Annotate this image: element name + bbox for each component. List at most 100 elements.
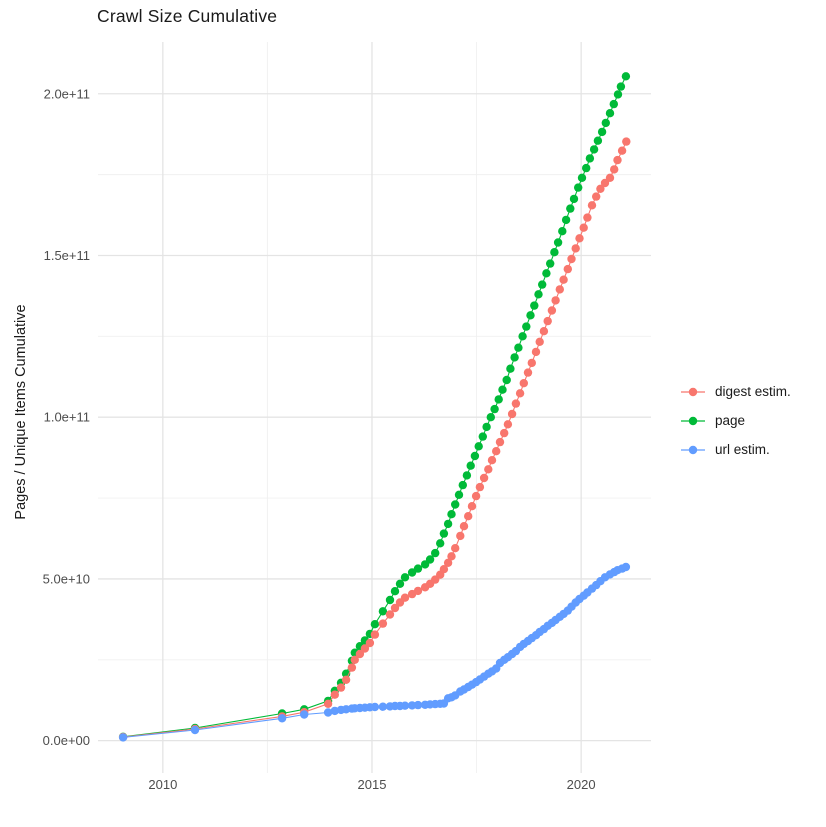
data-point-page: [534, 290, 543, 299]
data-point-digest-estim-: [492, 447, 501, 456]
data-point-digest-estim-: [587, 201, 597, 210]
x-tick-label: 2015: [358, 777, 387, 792]
data-point-page: [447, 510, 456, 519]
data-point-digest-estim-: [456, 531, 465, 541]
data-point-digest-estim-: [515, 389, 525, 398]
data-point-digest-estim-: [464, 512, 473, 521]
data-point-digest-estim-: [347, 663, 357, 672]
data-point-digest-estim-: [479, 473, 489, 483]
data-point-page: [478, 432, 487, 441]
data-point-page: [494, 395, 503, 404]
data-point-digest-estim-: [605, 173, 615, 182]
data-point-page: [474, 442, 483, 451]
y-axis-title: Pages / Unique Items Cumulative: [13, 304, 29, 520]
data-point-digest-estim-: [350, 655, 359, 664]
data-point-digest-estim-: [500, 428, 509, 438]
data-point-url-estim-: [413, 700, 423, 710]
data-point-page: [550, 248, 559, 257]
data-point-page: [498, 385, 507, 394]
data-point-url-estim-: [323, 708, 333, 717]
data-point-page: [385, 595, 395, 605]
data-point-url-estim-: [378, 702, 388, 711]
data-point-page: [462, 471, 472, 480]
data-point-digest-estim-: [439, 565, 449, 574]
data-point-page: [395, 579, 405, 588]
data-point-page: [454, 490, 464, 499]
data-point-page: [458, 480, 467, 490]
data-point-digest-estim-: [341, 675, 351, 684]
data-point-page: [558, 227, 567, 236]
data-point-digest-estim-: [543, 316, 552, 326]
data-point-page: [585, 154, 595, 163]
data-point-page: [574, 183, 583, 192]
legend-label-url-estim: url estim.: [715, 442, 770, 457]
y-tick-label: 2.0e+11: [44, 86, 90, 101]
data-point-page: [616, 82, 626, 91]
data-point-page: [486, 413, 495, 422]
data-point-digest-estim-: [400, 593, 410, 602]
data-point-page: [597, 127, 607, 137]
data-point-digest-estim-: [617, 146, 627, 155]
data-point-page: [390, 587, 400, 596]
legend-item-digest-estim: digest estim.: [680, 377, 791, 406]
data-point-digest-estim-: [531, 347, 541, 357]
data-point-digest-estim-: [484, 465, 493, 474]
data-point-digest-estim-: [579, 223, 588, 232]
data-point-digest-estim-: [575, 234, 584, 243]
data-point-digest-estim-: [495, 437, 505, 447]
data-point-page: [514, 343, 523, 352]
data-point-digest-estim-: [551, 296, 560, 305]
data-point-digest-estim-: [459, 522, 469, 531]
data-point-page: [526, 311, 535, 320]
data-point-digest-estim-: [610, 165, 619, 174]
data-point-page: [589, 145, 599, 154]
data-point-page: [502, 375, 511, 385]
data-point-digest-estim-: [519, 379, 528, 388]
data-point-page: [490, 404, 499, 414]
legend-item-url-estim: url estim.: [680, 435, 791, 464]
data-point-page: [510, 353, 519, 362]
data-point-digest-estim-: [511, 399, 521, 408]
data-point-digest-estim-: [336, 683, 346, 692]
data-point-page: [582, 163, 591, 173]
data-point-digest-estim-: [390, 603, 400, 613]
data-point-digest-estim-: [507, 409, 517, 419]
data-point-page: [542, 269, 551, 278]
data-point-page: [431, 548, 440, 558]
data-point-url-estim-: [621, 562, 631, 572]
data-point-page: [400, 573, 410, 582]
data-point-digest-estim-: [535, 337, 544, 346]
data-point-page: [439, 529, 449, 538]
x-tick-label: 2020: [567, 777, 596, 792]
y-tick-label: 1.0e+11: [44, 410, 90, 425]
data-point-digest-estim-: [385, 610, 395, 619]
y-tick-label: 0.0e+00: [43, 733, 90, 748]
data-point-digest-estim-: [475, 482, 485, 492]
data-point-page: [553, 238, 563, 247]
data-point-digest-estim-: [447, 552, 456, 561]
data-point-page: [407, 568, 417, 577]
data-point-digest-estim-: [555, 285, 564, 294]
data-point-digest-estim-: [330, 690, 339, 699]
data-point-url-estim-: [400, 701, 410, 710]
data-point-digest-estim-: [547, 306, 557, 315]
data-point-page: [530, 301, 539, 310]
data-point-digest-estim-: [523, 368, 533, 377]
legend: digest estim. page url estim.: [680, 377, 791, 464]
data-point-digest-estim-: [467, 502, 477, 511]
y-tick-label: 1.5e+11: [44, 248, 90, 263]
data-point-digest-estim-: [378, 619, 388, 628]
data-point-url-estim-: [190, 725, 200, 735]
data-point-digest-estim-: [592, 192, 601, 201]
data-point-digest-estim-: [563, 264, 572, 274]
data-point-page: [593, 136, 603, 145]
data-point-digest-estim-: [413, 586, 423, 596]
data-point-page: [609, 99, 618, 109]
y-tick-label: 5.0e+10: [43, 571, 90, 586]
data-point-digest-estim-: [527, 358, 536, 368]
data-point-page: [566, 204, 575, 213]
data-point-page: [425, 555, 435, 564]
legend-item-page: page: [680, 406, 791, 435]
